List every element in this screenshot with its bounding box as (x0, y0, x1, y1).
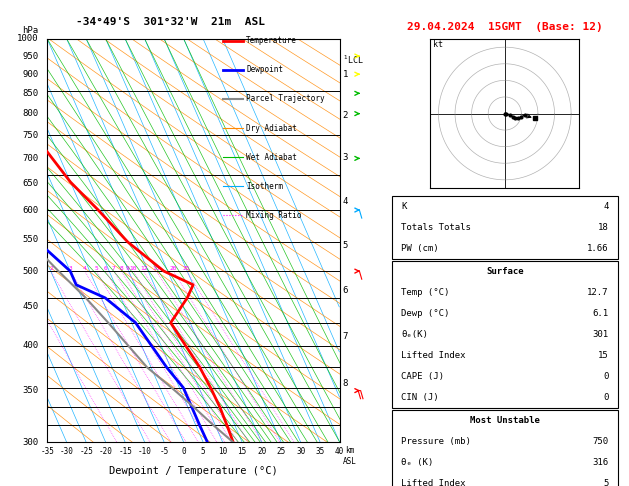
Bar (391, 261, 618, 408)
Text: 316: 316 (593, 458, 609, 467)
Text: 600: 600 (22, 206, 38, 214)
Text: 350: 350 (22, 386, 38, 395)
Text: θₑ (K): θₑ (K) (401, 458, 433, 467)
Text: Parcel Trajectory: Parcel Trajectory (246, 94, 325, 104)
Text: 750: 750 (593, 437, 609, 446)
Text: $^1$LCL: $^1$LCL (343, 53, 364, 66)
Text: 900: 900 (22, 69, 38, 79)
Text: km
ASL: km ASL (343, 446, 357, 466)
Text: 4: 4 (343, 197, 348, 206)
Text: 20: 20 (170, 266, 177, 271)
Text: Dry Adiabat: Dry Adiabat (246, 123, 297, 133)
Text: Lifted Index: Lifted Index (401, 351, 465, 360)
Text: Pressure (mb): Pressure (mb) (401, 437, 471, 446)
Text: -15: -15 (118, 447, 132, 456)
Text: -10: -10 (138, 447, 152, 456)
Text: Temperature: Temperature (246, 36, 297, 45)
Text: Temp (°C): Temp (°C) (401, 288, 449, 297)
Text: θₑ(K): θₑ(K) (401, 330, 428, 339)
Text: Totals Totals: Totals Totals (401, 223, 471, 232)
Text: Lifted Index: Lifted Index (401, 479, 465, 486)
Bar (391, 196, 618, 259)
Text: Dewpoint / Temperature (°C): Dewpoint / Temperature (°C) (109, 467, 278, 476)
Text: 300: 300 (22, 438, 38, 447)
Text: 700: 700 (22, 154, 38, 163)
Text: 5: 5 (343, 241, 348, 250)
Text: 10: 10 (218, 447, 227, 456)
Text: -20: -20 (99, 447, 113, 456)
Text: 2: 2 (49, 266, 53, 271)
Text: 15: 15 (153, 266, 160, 271)
Text: 15: 15 (598, 351, 609, 360)
Text: 15: 15 (238, 447, 247, 456)
Text: 30: 30 (296, 447, 305, 456)
Text: 5: 5 (201, 447, 206, 456)
Text: 8: 8 (120, 266, 123, 271)
Text: 1.66: 1.66 (587, 244, 609, 253)
Text: Dewp (°C): Dewp (°C) (401, 309, 449, 318)
Text: 40: 40 (335, 447, 344, 456)
Text: Mixing Ratio: Mixing Ratio (246, 210, 301, 220)
Text: K: K (401, 202, 406, 211)
Text: 4: 4 (603, 202, 609, 211)
Text: 950: 950 (22, 52, 38, 61)
Text: 450: 450 (22, 302, 38, 311)
Text: 6: 6 (343, 286, 348, 295)
Text: CAPE (J): CAPE (J) (401, 372, 444, 381)
Text: 9: 9 (126, 266, 130, 271)
Text: 400: 400 (22, 341, 38, 350)
Text: 1000: 1000 (17, 35, 38, 43)
Text: -25: -25 (79, 447, 93, 456)
Text: 12.7: 12.7 (587, 288, 609, 297)
Text: -5: -5 (160, 447, 169, 456)
Text: 10: 10 (130, 266, 137, 271)
Text: 301: 301 (593, 330, 609, 339)
Text: Surface: Surface (486, 267, 523, 276)
Text: Wet Adiabat: Wet Adiabat (246, 153, 297, 161)
Text: 8: 8 (343, 380, 348, 388)
Bar (391, 410, 618, 486)
Text: 500: 500 (22, 267, 38, 276)
Text: 0: 0 (603, 372, 609, 381)
Text: CIN (J): CIN (J) (401, 393, 438, 402)
Text: 1: 1 (343, 70, 348, 79)
Text: 4: 4 (83, 266, 87, 271)
Text: -35: -35 (40, 447, 54, 456)
Text: 18: 18 (598, 223, 609, 232)
Text: 7: 7 (343, 332, 348, 341)
Text: hPa: hPa (22, 26, 38, 35)
Text: Isotherm: Isotherm (246, 182, 283, 191)
Text: 650: 650 (22, 179, 38, 188)
Text: Dewpoint: Dewpoint (246, 66, 283, 74)
Text: PW (cm): PW (cm) (401, 244, 438, 253)
Text: 0: 0 (603, 393, 609, 402)
Text: kt: kt (433, 40, 443, 49)
Text: 7: 7 (112, 266, 116, 271)
Text: 6: 6 (104, 266, 108, 271)
Text: -30: -30 (60, 447, 74, 456)
Text: 29.04.2024  15GMT  (Base: 12): 29.04.2024 15GMT (Base: 12) (407, 21, 603, 32)
Text: 5: 5 (603, 479, 609, 486)
Text: 3: 3 (69, 266, 72, 271)
Text: 3: 3 (343, 154, 348, 162)
Text: 5: 5 (94, 266, 98, 271)
Text: 35: 35 (316, 447, 325, 456)
Text: 25: 25 (277, 447, 286, 456)
Text: 25: 25 (183, 266, 191, 271)
Text: -34°49'S  301°32'W  21m  ASL: -34°49'S 301°32'W 21m ASL (75, 17, 265, 27)
Text: 550: 550 (22, 235, 38, 243)
Text: 6.1: 6.1 (593, 309, 609, 318)
Text: 12: 12 (140, 266, 147, 271)
Text: 750: 750 (22, 131, 38, 140)
Text: 800: 800 (22, 109, 38, 118)
Text: 0: 0 (181, 447, 186, 456)
Text: 20: 20 (257, 447, 266, 456)
Text: Most Unstable: Most Unstable (470, 416, 540, 425)
Text: 2: 2 (343, 111, 348, 120)
Text: 850: 850 (22, 89, 38, 98)
